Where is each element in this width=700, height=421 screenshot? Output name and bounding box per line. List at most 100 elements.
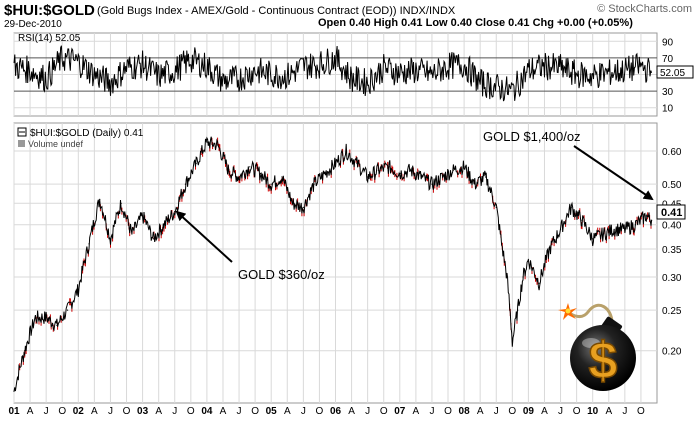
- price-point: [511, 341, 513, 343]
- gold-high-annotation: GOLD $1,400/oz: [483, 129, 581, 144]
- rsi-last-value-label: 52.05: [660, 68, 685, 79]
- x-tick-label: J: [365, 406, 370, 417]
- bomb-fuse: [566, 303, 614, 324]
- x-tick-label: A: [541, 406, 548, 417]
- price-point: [302, 206, 304, 208]
- rsi-last-value-box: [656, 65, 694, 79]
- rsi-panel-frame: [13, 32, 658, 117]
- price-point: [549, 248, 551, 250]
- x-tick-label: O: [58, 406, 66, 417]
- price-point: [131, 233, 133, 235]
- price-point: [399, 172, 401, 175]
- x-tick-label: J: [558, 406, 563, 417]
- price-point: [217, 144, 219, 146]
- x-tick-label: J: [494, 406, 499, 417]
- rsi-tick-label: 90: [662, 37, 674, 48]
- x-tick-label: O: [573, 406, 581, 417]
- price-point: [24, 350, 26, 352]
- price-tick-label: 0.20: [662, 347, 682, 358]
- rsi-panel-label: RSI(14) 52.05: [18, 33, 81, 44]
- price-down-bars: [19, 137, 652, 371]
- x-tick-label: O: [316, 406, 324, 417]
- price-point: [120, 202, 122, 204]
- price-point: [324, 172, 326, 175]
- price-point: [270, 183, 272, 185]
- price-point: [409, 169, 412, 171]
- price-point: [420, 176, 422, 178]
- price-point: [142, 215, 144, 217]
- bomb-highlight: [582, 338, 600, 348]
- x-tick-label: A: [605, 406, 612, 417]
- price-point: [345, 150, 347, 152]
- price-point: [88, 243, 90, 245]
- x-tick-label: J: [108, 406, 113, 417]
- rsi-tick-label: 70: [662, 54, 674, 65]
- rsi-series-line: [13, 45, 653, 102]
- price-point: [152, 238, 154, 240]
- x-tick-label: J: [237, 406, 242, 417]
- price-point: [538, 282, 540, 284]
- rsi-tick-label: 30: [662, 87, 674, 98]
- rsi-tick-label: 50: [662, 71, 674, 82]
- price-point: [388, 166, 390, 168]
- x-tick-label: 08: [459, 406, 471, 417]
- price-panel: 0.200.250.300.350.400.450.500.60 01 A J O 02…: [8, 122, 686, 417]
- x-tick-label: J: [172, 406, 177, 417]
- x-tick-label: A: [413, 406, 420, 417]
- price-point: [313, 183, 315, 185]
- fuse-spark-icon: [558, 303, 577, 320]
- price-point: [559, 228, 562, 230]
- price-point: [45, 316, 47, 319]
- x-tick-label: O: [251, 406, 259, 417]
- price-point: [292, 202, 294, 204]
- price-point: [495, 206, 497, 208]
- price-point: [238, 176, 240, 178]
- chart-title-description: (Gold Bugs Index - AMEX/Gold - Continuou…: [97, 5, 456, 17]
- bomb-body: [570, 325, 636, 391]
- price-point: [463, 166, 465, 168]
- price-point: [624, 228, 626, 230]
- price-point: [517, 309, 519, 311]
- gold-low-arrow: [175, 210, 233, 263]
- price-point: [206, 141, 208, 143]
- x-tick-label: O: [123, 406, 131, 417]
- price-point: [377, 169, 379, 171]
- x-tick-label: J: [429, 406, 434, 417]
- price-last-value-box: [656, 204, 686, 220]
- x-tick-label: A: [155, 406, 162, 417]
- price-point: [109, 238, 112, 240]
- price-point: [581, 219, 583, 221]
- price-tick-label: 0.35: [662, 245, 682, 256]
- price-point: [474, 183, 476, 185]
- price-tick-label: 0.60: [662, 147, 682, 158]
- price-last-value-label: 0.41: [661, 207, 682, 219]
- x-tick-label: 09: [523, 406, 535, 417]
- rsi-panel: 10 30 50 70 90 RSI(14) 52.05 52.05: [13, 32, 694, 117]
- x-tick-label: J: [44, 406, 49, 417]
- price-point: [34, 316, 37, 319]
- price-point: [13, 390, 15, 392]
- x-tick-label: J: [301, 406, 306, 417]
- volume-label: Volume undef: [28, 139, 84, 149]
- price-point: [651, 219, 653, 221]
- price-series-line: [13, 136, 653, 392]
- x-tick-label: A: [91, 406, 98, 417]
- price-point: [195, 162, 197, 165]
- x-tick-label: A: [284, 406, 291, 417]
- x-tick-label: 04: [201, 406, 213, 417]
- price-point: [334, 162, 337, 165]
- x-tick-label: A: [220, 406, 227, 417]
- price-point: [259, 172, 262, 175]
- bomb-dollar-icon: $: [558, 303, 636, 391]
- x-tick-label: O: [637, 406, 645, 417]
- price-point: [174, 210, 176, 213]
- x-tick-label: 05: [266, 406, 278, 417]
- x-tick-label: 07: [394, 406, 406, 417]
- x-tick-label: 10: [587, 406, 599, 417]
- price-point: [99, 198, 101, 200]
- price-point: [506, 276, 508, 278]
- price-panel-label: $HUI:$GOLD (Daily) 0.41: [30, 128, 144, 139]
- x-tick-label: O: [187, 406, 195, 417]
- price-point: [484, 176, 487, 178]
- price-tick-label: 0.30: [662, 273, 682, 284]
